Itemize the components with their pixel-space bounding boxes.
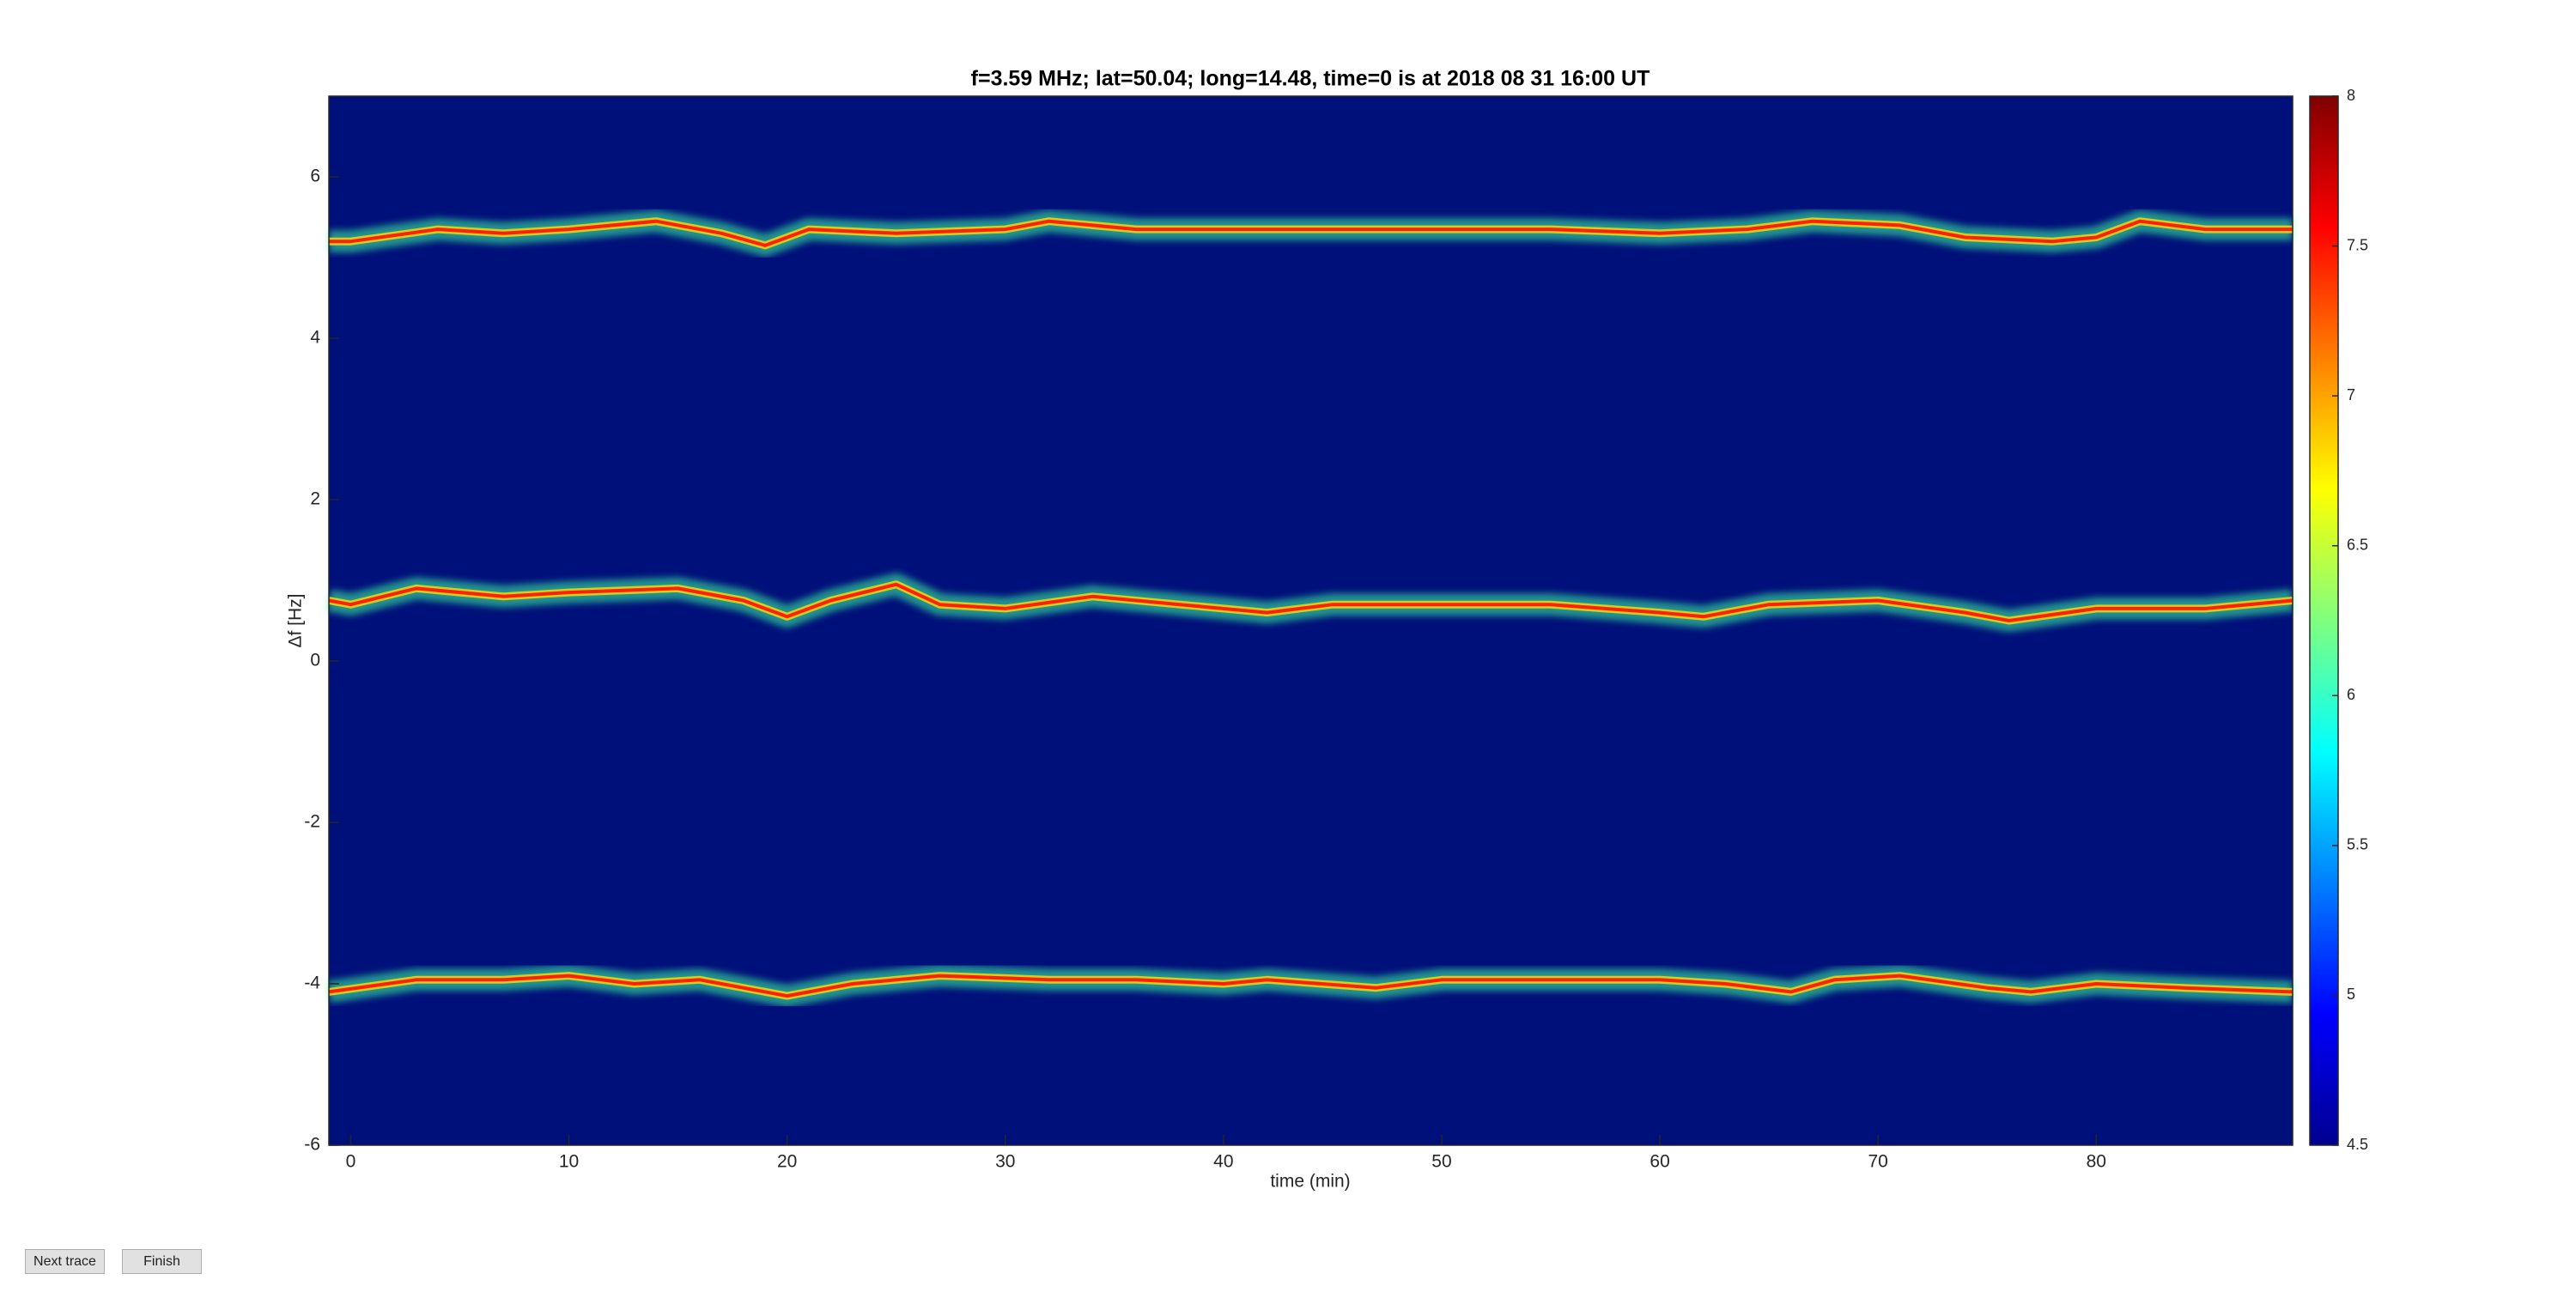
x-tick-label: 50 xyxy=(1431,1152,1451,1172)
finish-button[interactable]: Finish xyxy=(122,1249,202,1274)
colorbar-tick-label: 7 xyxy=(2347,386,2355,403)
x-tick-label: 0 xyxy=(346,1152,356,1172)
plot-frame xyxy=(328,95,2293,1146)
trace xyxy=(328,582,2293,622)
colorbar-tick-label: 8 xyxy=(2347,87,2355,104)
x-tick-label: 20 xyxy=(777,1152,797,1172)
colorbar-tick-label: 6.5 xyxy=(2347,536,2368,553)
colorbar-tick-label: 4.5 xyxy=(2347,1136,2368,1153)
x-tick-label: 80 xyxy=(2087,1152,2106,1172)
x-tick-label: 40 xyxy=(1213,1152,1233,1172)
x-tick-label: 30 xyxy=(995,1152,1015,1172)
colorbar-tick-label: 6 xyxy=(2347,686,2355,703)
y-tick-label: 0 xyxy=(310,651,320,670)
y-tick-label: 2 xyxy=(310,489,320,509)
y-tick-label: 6 xyxy=(310,167,320,186)
y-axis-label: Δf [Hz] xyxy=(286,593,306,647)
next-trace-button[interactable]: Next trace xyxy=(25,1249,105,1274)
colorbar-tick-label: 5 xyxy=(2347,986,2355,1003)
colorbar-tick-label: 5.5 xyxy=(2347,836,2368,853)
y-tick-label: -2 xyxy=(304,812,320,832)
chart-title: f=3.59 MHz; lat=50.04; long=14.48, time=… xyxy=(971,67,1650,91)
colorbar-tick-label: 7.5 xyxy=(2347,236,2368,253)
colorbar xyxy=(2309,95,2339,1146)
trace xyxy=(328,974,2293,998)
figure: f=3.59 MHz; lat=50.04; long=14.48, time=… xyxy=(286,67,2368,1192)
trace xyxy=(329,219,2293,247)
y-tick-label: 4 xyxy=(310,328,320,348)
y-tick-label: -6 xyxy=(304,1135,320,1155)
x-tick-label: 70 xyxy=(1868,1152,1888,1172)
x-axis-label: time (min) xyxy=(1270,1172,1350,1192)
x-tick-label: 10 xyxy=(559,1152,579,1172)
y-tick-label: -4 xyxy=(304,974,320,993)
x-tick-label: 60 xyxy=(1649,1152,1669,1172)
